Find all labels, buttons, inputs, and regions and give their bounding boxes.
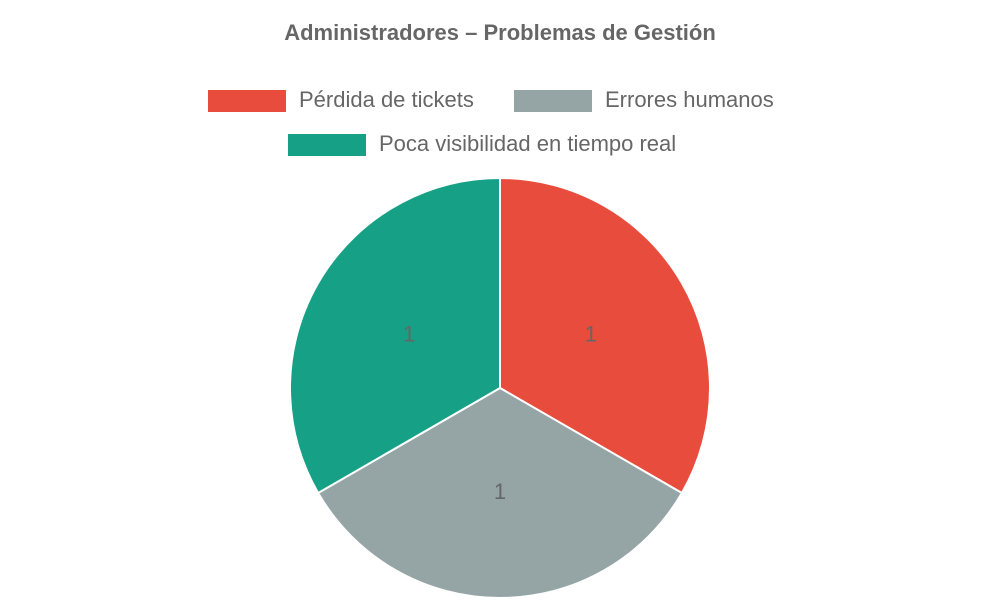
legend-item-poca-visibilidad[interactable]: Poca visibilidad en tiempo real: [288, 131, 676, 156]
data-label-1: 1: [494, 479, 506, 504]
legend: Pérdida de tickets Errores humanos Poca …: [208, 87, 774, 156]
legend-label: Errores humanos: [605, 87, 774, 112]
pie-slices: [289, 176, 711, 599]
legend-swatch: [514, 90, 592, 112]
legend-label: Poca visibilidad en tiempo real: [379, 131, 676, 156]
chart-title: Administradores – Problemas de Gestión: [284, 20, 716, 45]
pie-slice-0[interactable]: [499, 176, 711, 495]
pie-slice-1[interactable]: [316, 386, 684, 599]
legend-item-errores-humanos[interactable]: Errores humanos: [514, 87, 774, 112]
legend-label: Pérdida de tickets: [299, 87, 474, 112]
data-label-0: 1: [585, 321, 597, 346]
legend-swatch: [288, 134, 366, 156]
legend-swatch: [208, 90, 286, 112]
data-label-2: 1: [403, 321, 415, 346]
pie-data-labels: 1 1 1: [403, 321, 597, 504]
legend-item-perdida-de-tickets[interactable]: Pérdida de tickets: [208, 87, 474, 112]
pie-slice-2[interactable]: [289, 176, 501, 495]
